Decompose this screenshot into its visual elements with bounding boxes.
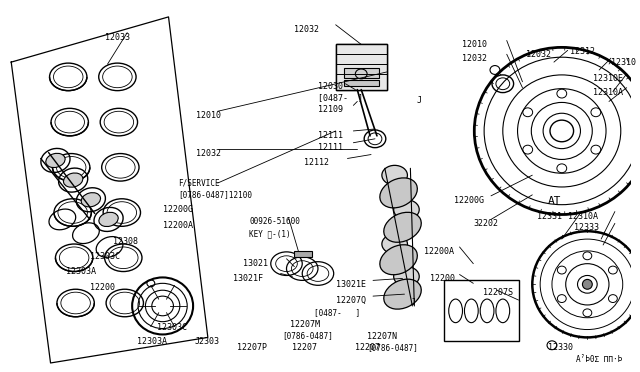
Text: 12111: 12111 [318,143,343,152]
Text: 12331: 12331 [537,212,562,221]
Text: 12032: 12032 [294,25,319,34]
Ellipse shape [63,173,83,187]
Text: 12333: 12333 [573,223,598,232]
Text: 12310: 12310 [611,58,636,67]
Bar [335,44,387,90]
Text: AˀÞ0Σ ΠΠ·Þ: AˀÞ0Σ ΠΠ·Þ [575,355,622,364]
Text: 12109: 12109 [318,105,343,114]
Ellipse shape [384,212,421,242]
Bar [344,80,379,86]
Ellipse shape [582,279,592,289]
Text: 12303C: 12303C [90,252,120,261]
Text: [0786-0487]: [0786-0487] [283,331,333,340]
Ellipse shape [380,245,417,275]
Text: F/SERVICE: F/SERVICE [179,178,220,187]
Text: 12200: 12200 [430,275,455,283]
Text: 12207S: 12207S [483,288,513,297]
Text: 12303A: 12303A [67,267,96,276]
Text: 12010: 12010 [196,111,221,120]
Bar [294,251,312,257]
Text: 12033: 12033 [104,33,130,42]
Text: 12207P: 12207P [237,343,268,352]
Text: 12207: 12207 [355,343,380,352]
Text: [0487-   ]: [0487- ] [314,308,360,317]
Text: 00926-51600: 00926-51600 [249,218,300,227]
Bar [344,68,379,78]
Ellipse shape [394,267,419,286]
Text: [0487-  ]: [0487- ] [318,94,363,103]
Text: 12200G: 12200G [163,205,193,214]
Text: J2303: J2303 [194,337,219,346]
Text: 12303C: 12303C [157,323,187,332]
Text: 12207N: 12207N [367,331,397,340]
Text: 12112: 12112 [304,158,329,167]
Text: 12111: 12111 [318,131,343,140]
Ellipse shape [382,165,408,185]
Ellipse shape [394,200,419,219]
Text: 12010: 12010 [461,41,486,49]
Text: [0786-0487]12100: [0786-0487]12100 [179,190,252,199]
Text: 13021: 13021 [243,259,268,268]
Text: 12330: 12330 [548,343,573,352]
Text: 12207Q: 12207Q [335,296,365,305]
Ellipse shape [384,279,421,309]
Text: AT: AT [548,196,561,206]
Text: J: J [410,298,415,307]
Text: J: J [416,96,421,105]
Text: 12207: 12207 [292,343,317,352]
Text: 12303A: 12303A [137,337,167,346]
Text: 12207M: 12207M [291,320,321,329]
Text: 12032: 12032 [461,54,486,63]
Text: 32202: 32202 [474,219,499,228]
Text: 12308: 12308 [113,237,138,246]
Text: 12032: 12032 [526,50,552,59]
Text: 12312: 12312 [570,47,595,57]
Ellipse shape [380,178,417,208]
Ellipse shape [81,193,100,207]
Text: 12310A: 12310A [568,212,598,221]
Text: 12200A: 12200A [424,247,454,256]
Text: 13021E: 13021E [335,280,365,289]
Ellipse shape [99,212,118,227]
Ellipse shape [382,234,408,254]
Text: [0786-0487]: [0786-0487] [367,343,418,352]
Text: 12200G: 12200G [454,196,484,205]
Text: 12030: 12030 [318,82,343,91]
Bar [444,280,518,341]
Text: 12310A: 12310A [593,88,623,97]
Text: 12310E: 12310E [593,74,623,83]
Ellipse shape [46,153,65,167]
Text: 12200A: 12200A [163,221,193,230]
Text: KEY キ-(1): KEY キ-(1) [249,229,291,238]
Bar [335,44,387,90]
Text: 12032: 12032 [196,149,221,158]
Text: 12200: 12200 [90,283,115,292]
Text: 13021F: 13021F [234,273,264,282]
